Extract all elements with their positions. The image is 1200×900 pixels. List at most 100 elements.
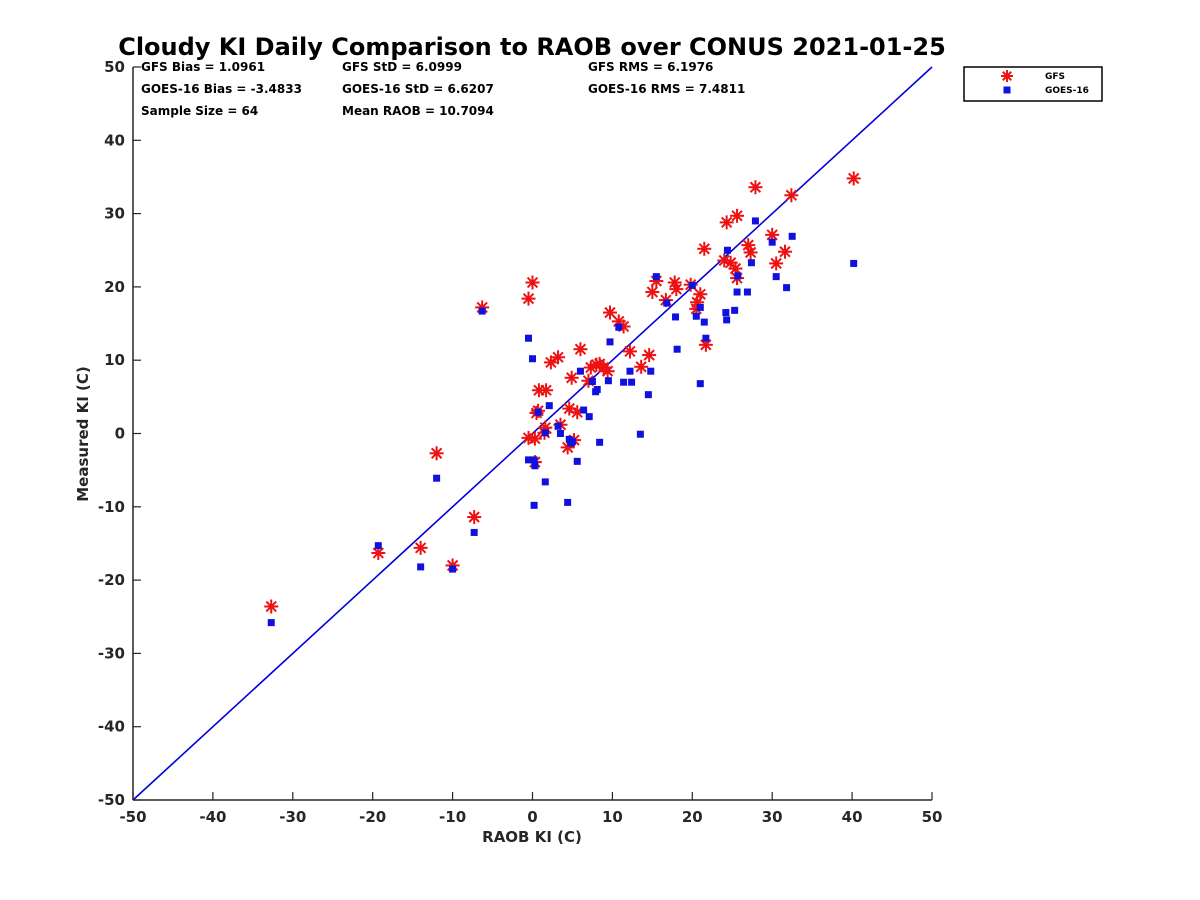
gfs-point <box>429 446 444 461</box>
goes-16-point <box>734 272 742 280</box>
goes-16-point <box>672 313 680 321</box>
y-tick-label: 0 <box>115 425 125 443</box>
gfs-point <box>743 245 758 260</box>
x-tick-label: 10 <box>602 808 623 826</box>
goes-16-point <box>751 217 759 225</box>
gfs-point <box>413 540 428 555</box>
goes-16-point <box>723 316 731 324</box>
goes-16-point <box>696 380 704 388</box>
goes-16-point <box>723 246 731 254</box>
goes-16-point <box>576 367 584 375</box>
legend-gfs-marker <box>1001 70 1013 82</box>
goes-16-point <box>722 309 730 317</box>
stats-annotations: GFS Bias = 1.0961 GFS StD = 6.0999 GFS R… <box>141 60 745 118</box>
gfs-point <box>603 305 618 320</box>
x-tick-label: 20 <box>682 808 703 826</box>
goes-16-point <box>529 355 536 363</box>
gfs-point <box>543 355 558 370</box>
x-tick-label: -20 <box>359 808 386 826</box>
x-tick-label: 50 <box>922 808 943 826</box>
sample-size-text: Sample Size = 64 <box>141 104 258 118</box>
goes-16-point <box>604 377 612 385</box>
goes-16-point <box>743 288 751 296</box>
gfs-point <box>748 180 763 195</box>
x-tick-label: 0 <box>527 808 537 826</box>
gfs-bias-text: GFS Bias = 1.0961 <box>141 60 265 74</box>
goes-16-point <box>554 422 562 430</box>
goes-16-point <box>606 338 614 346</box>
goes-16-point <box>541 478 549 486</box>
legend-box <box>963 66 1103 102</box>
gfs-point <box>784 188 799 203</box>
goes-16-point <box>545 402 553 410</box>
gfs-point <box>730 208 745 223</box>
gfs-point <box>467 510 482 525</box>
goes-16-point <box>564 498 572 506</box>
goes-16-point <box>525 456 533 464</box>
goes-16-point <box>673 345 681 353</box>
goes-16-point <box>747 259 755 267</box>
gfs-point <box>642 348 657 363</box>
gfs-point <box>539 383 554 398</box>
legend-goes-marker <box>1003 86 1011 94</box>
goes-16-point <box>652 273 660 281</box>
goes-16-point <box>733 288 741 296</box>
goes-16-point <box>700 318 708 326</box>
goes-16-point <box>588 377 596 385</box>
gfs-point <box>846 171 861 186</box>
goes-16-point <box>433 474 441 482</box>
x-tick-label: -40 <box>199 808 226 826</box>
gfs-point <box>622 344 637 359</box>
goes-16-point <box>580 406 588 414</box>
x-tick-label: 30 <box>762 808 783 826</box>
goes-16-point <box>731 306 739 314</box>
goes-16-point <box>525 334 533 342</box>
goes-16-point <box>417 563 425 571</box>
goes-16-point <box>783 284 791 292</box>
goes-16-point <box>449 565 457 573</box>
goes-16-point <box>470 528 478 536</box>
goes-16-point <box>702 334 710 342</box>
legend-gfs-asterisk <box>1001 70 1013 82</box>
goes-bias-text: GOES-16 Bias = -3.4833 <box>141 82 302 96</box>
y-tick-label: 20 <box>104 278 125 296</box>
chart-title: Cloudy KI Daily Comparison to RAOB over … <box>118 33 946 61</box>
gfs-point <box>769 256 784 271</box>
goes-16-point <box>267 619 275 627</box>
y-tick-label: -30 <box>98 644 125 662</box>
mean-raob-text: Mean RAOB = 10.7094 <box>342 104 494 118</box>
y-tick-label: 10 <box>104 351 125 369</box>
gfs-point <box>645 285 660 300</box>
goes-16-point <box>596 438 604 446</box>
x-tick-label: -50 <box>119 808 146 826</box>
goes-16-point <box>647 367 655 375</box>
goes-std-text: GOES-16 StD = 6.6207 <box>342 82 494 96</box>
goes-16-point <box>593 386 601 394</box>
gfs-point <box>669 282 684 297</box>
goes-16-point <box>628 378 636 386</box>
goes-16-point <box>692 312 700 320</box>
series-goes-16 <box>267 217 858 627</box>
gfs-point <box>634 359 649 374</box>
goes-16-point <box>541 429 549 437</box>
goes-16-point <box>620 378 628 386</box>
legend-gfs-label: GFS <box>1045 72 1065 82</box>
goes-16-point <box>663 299 671 307</box>
data-points <box>264 171 861 627</box>
axis-ticks: -50 -40 -30 -20 -10 0 10 20 30 40 50 -50 -40 -30 -20 -1… <box>98 58 943 826</box>
goes-16-point <box>644 391 652 399</box>
gfs-point <box>551 350 566 365</box>
y-tick-label: 50 <box>104 58 125 76</box>
gfs-point <box>525 275 540 290</box>
goes-16-point <box>530 456 538 464</box>
y-axis-label: Measured KI (C) <box>74 366 92 502</box>
legend: GFS GOES-16 <box>963 66 1103 102</box>
goes-16-point <box>556 430 564 437</box>
goes-16-point <box>585 413 593 421</box>
goes-16-point <box>534 408 542 416</box>
goes-16-point <box>531 462 539 470</box>
x-tick-label: -30 <box>279 808 306 826</box>
x-tick-label: 40 <box>842 808 863 826</box>
legend-goes-square <box>1003 86 1011 94</box>
